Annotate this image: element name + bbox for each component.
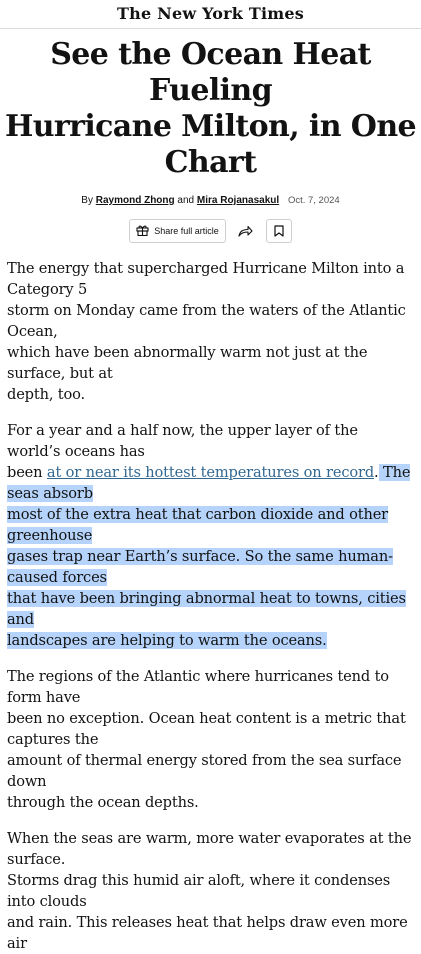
p2-line-6: landscapes are helping to warm the ocean… bbox=[7, 632, 327, 649]
share-full-article-label: Share full article bbox=[154, 226, 219, 236]
p1-line-2: storm on Monday came from the waters of … bbox=[7, 302, 406, 340]
publish-date: Oct. 7, 2024 bbox=[287, 195, 340, 206]
gift-icon bbox=[136, 224, 149, 238]
p2-line-1: For a year and a half now, the upper lay… bbox=[7, 422, 358, 460]
article-toolbar: Share full article bbox=[0, 219, 421, 243]
byline: By Raymond Zhong and Mira Rojanasakul Oc… bbox=[0, 195, 421, 206]
paragraph-4: When the seas are warm, more water evapo… bbox=[7, 828, 414, 954]
paragraph-1: The energy that supercharged Hurricane M… bbox=[7, 258, 414, 405]
byline-and: and bbox=[177, 195, 195, 206]
p2-line-5: that have been bringing abnormal heat to… bbox=[7, 590, 406, 628]
share-button[interactable] bbox=[234, 220, 258, 242]
headline: See the Ocean Heat Fueling Hurricane Mil… bbox=[4, 37, 417, 181]
headline-line-2: Hurricane Milton, in One Chart bbox=[4, 109, 417, 180]
author-link-mira-rojanasakul[interactable]: Mira Rojanasakul bbox=[196, 195, 280, 206]
share-full-article-button[interactable]: Share full article bbox=[129, 219, 226, 243]
hottest-temperatures-link[interactable]: at or near its hottest temperatures on r… bbox=[46, 464, 375, 481]
p1-line-1: The energy that supercharged Hurricane M… bbox=[7, 260, 405, 298]
p3-line-2: been no exception. Ocean heat content is… bbox=[7, 710, 406, 748]
p4-line-2: Storms drag this humid air aloft, where … bbox=[7, 872, 391, 910]
paragraph-3: The regions of the Atlantic where hurric… bbox=[7, 666, 414, 813]
p2-line-4: gases trap near Earth’s surface. So the … bbox=[7, 548, 393, 586]
paragraph-2: For a year and a half now, the upper lay… bbox=[7, 420, 414, 651]
bookmark-icon bbox=[274, 222, 284, 241]
article-body: The energy that supercharged Hurricane M… bbox=[0, 258, 421, 954]
p1-line-4: depth, too. bbox=[7, 386, 86, 403]
headline-line-1: See the Ocean Heat Fueling bbox=[50, 37, 371, 108]
share-arrow-icon bbox=[238, 222, 253, 241]
p4-line-1: When the seas are warm, more water evapo… bbox=[7, 830, 412, 868]
article-page: The New York Times See the Ocean Heat Fu… bbox=[0, 4, 421, 952]
author-link-raymond-zhong[interactable]: Raymond Zhong bbox=[95, 195, 175, 206]
masthead-divider bbox=[0, 28, 421, 29]
p2-line-3: most of the extra heat that carbon dioxi… bbox=[7, 506, 389, 544]
p3-line-3: amount of thermal energy stored from the… bbox=[7, 752, 402, 790]
byline-prefix: By bbox=[81, 195, 93, 206]
masthead-logo[interactable]: The New York Times bbox=[117, 4, 304, 23]
p4-line-3: and rain. This releases heat that helps … bbox=[7, 914, 408, 952]
p2-period: . bbox=[374, 464, 379, 481]
save-bookmark-button[interactable] bbox=[265, 219, 292, 243]
p2-line-2-pre: been bbox=[7, 464, 47, 481]
p1-line-3: which have been abnormally warm not just… bbox=[7, 344, 368, 382]
p3-line-4: through the ocean depths. bbox=[7, 794, 199, 811]
p3-line-1: The regions of the Atlantic where hurric… bbox=[7, 668, 389, 706]
